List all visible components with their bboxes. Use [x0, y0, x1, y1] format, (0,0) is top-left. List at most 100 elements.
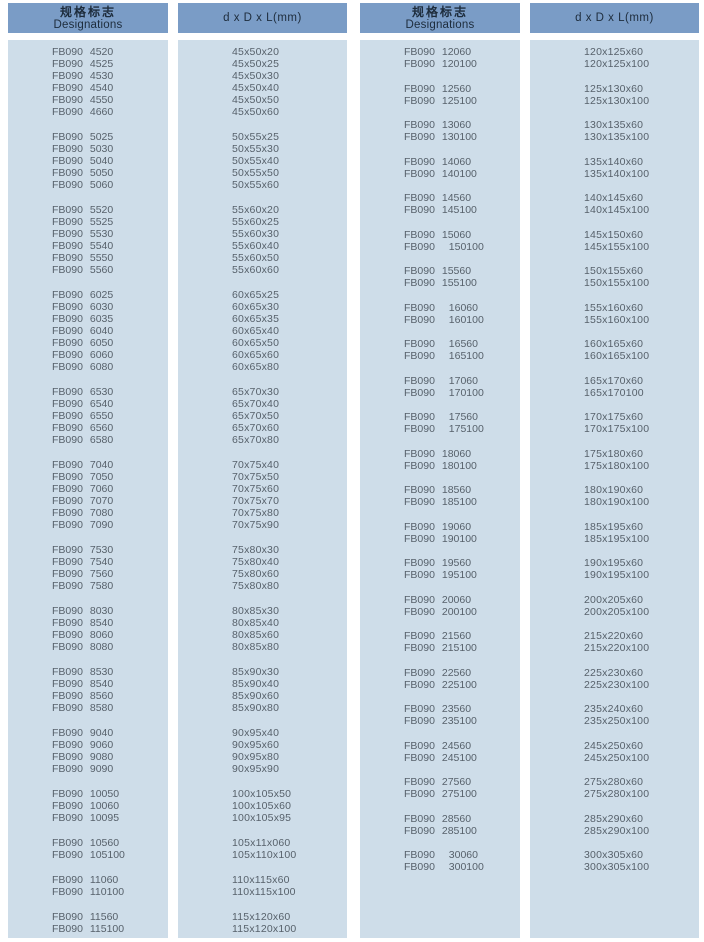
dims-cell: 90x95x60 — [232, 739, 280, 751]
designation-cell: FB090 195100 — [404, 569, 477, 581]
designation-cell: FB090 225100 — [404, 678, 477, 691]
dims-label: d x D x L(mm) — [223, 12, 302, 24]
dims-cell: 90x95x80 — [232, 751, 280, 763]
dims-cell: 50x55x50 — [232, 167, 280, 179]
designation-cell: FB090 7090 — [52, 519, 114, 531]
row-group: FB090 18060 FB090 180100 — [360, 448, 520, 472]
row-group: 45x50x20 45x50x25 45x50x30 45x50x40 45x50x50… — [178, 46, 347, 118]
designation-cell: FB090 245100 — [404, 751, 477, 764]
designation-cell: FB090 9090 — [52, 763, 114, 775]
dims-cell: 80x85x30 — [232, 605, 280, 617]
designation-cell: FB090 10060 — [52, 800, 120, 812]
dims-cell: 140x145x60 — [584, 192, 644, 204]
row-group: FB090 30060 FB090 300100 — [360, 849, 520, 873]
row-group: FB090 14060 FB090 140100 — [360, 156, 520, 180]
designation-cell: FB090 10050 — [52, 788, 120, 800]
row-group: FB090 8530 FB090 8540 FB090 8560 FB090 8580 — [8, 666, 168, 714]
dims-cell: 85x90x60 — [232, 690, 280, 702]
dims-cell: 65x70x30 — [232, 386, 280, 398]
dims-cell: 215x220x100 — [584, 642, 650, 654]
designation-cell: FB090 7580 — [52, 580, 114, 592]
dims-cell: 225x230x100 — [584, 678, 650, 691]
dims-cell: 115x120x60 — [232, 911, 291, 923]
dims-cell: 75x80x80 — [232, 580, 280, 592]
row-group: FB090 15560 FB090 155100 — [360, 265, 520, 289]
designation-cell: FB090 145100 — [404, 204, 477, 216]
row-group: FB090 18560 FB090 185100 — [360, 484, 520, 508]
designation-cell: FB090 160100 — [404, 313, 484, 326]
designation-cell: FB090 7080 — [52, 507, 114, 519]
row-group: FB090 14560 FB090 145100 — [360, 192, 520, 216]
row-group: 300x305x60 300x305x100 — [530, 849, 699, 873]
row-group: FB090 11560 FB090 115100 — [8, 911, 168, 935]
designation-cell: FB090 300100 — [404, 861, 484, 873]
left-dims-header: d x D x L(mm) — [178, 3, 347, 33]
dims-cell: 180x190x60 — [584, 484, 644, 496]
designation-cell: FB090 5525 — [52, 216, 114, 228]
row-group: FB090 24560 FB090 245100 — [360, 740, 520, 764]
row-group: 155x160x60 155x160x100 — [530, 302, 699, 326]
designation-cell: FB090 13060 — [404, 119, 472, 131]
row-group: 285x290x60 285x290x100 — [530, 813, 699, 837]
designation-cell: FB090 4520 — [52, 46, 114, 58]
row-group: FB090 10560 FB090 105100 — [8, 837, 168, 861]
dims-cell: 235x240x60 — [584, 703, 644, 715]
row-group: FB090 13060 FB090 130100 — [360, 119, 520, 143]
dims-cell: 50x55x30 — [232, 143, 280, 155]
row-group: 160x165x60 160x165x100 — [530, 338, 699, 362]
designation-cell: FB090 275100 — [404, 788, 477, 800]
dims-cell: 125x130x60 — [584, 82, 644, 95]
designation-cell: FB090 12560 — [404, 82, 472, 95]
row-group: 145x150x60 145x155x100 — [530, 229, 699, 253]
dims-cell: 50x55x60 — [232, 179, 280, 191]
dims-cell: 90x95x90 — [232, 763, 280, 775]
dims-cell: 80x85x60 — [232, 629, 280, 641]
left-designations-panel: 规格标志 Designations FB090 4520 FB090 4525 FB… — [8, 3, 168, 938]
dims-cell: 45x50x50 — [232, 94, 280, 106]
dims-cell: 45x50x30 — [232, 70, 280, 82]
dims-cell: 90x95x40 — [232, 727, 280, 739]
designation-cell: FB090 5060 — [52, 179, 114, 191]
dims-cell: 60x65x40 — [232, 325, 280, 337]
designation-cell: FB090 5530 — [52, 228, 114, 240]
right-designations-panel: 规格标志 Designations FB090 12060 FB090 12010… — [360, 3, 520, 938]
right-designations-body: FB090 12060 FB090 120100 FB090 12560 FB090 … — [360, 40, 520, 938]
right-dims-body: 120x125x60 120x125x100 125x130x60 125x130x1… — [530, 40, 699, 938]
row-group: FB090 6530 FB090 6540 FB090 6550 FB090 6560… — [8, 386, 168, 446]
designation-cell: FB090 6060 — [52, 349, 114, 361]
dims-cell: 130x135x60 — [584, 119, 644, 131]
dims-cell: 100x105x95 — [232, 812, 292, 824]
row-group: 80x85x30 80x85x40 80x85x60 80x85x80 — [178, 605, 347, 653]
dims-cell: 65x70x80 — [232, 434, 280, 446]
row-group: FB090 6025 FB090 6030 FB090 6035 FB090 6040… — [8, 289, 168, 373]
row-group: 60x65x25 60x65x30 60x65x35 60x65x40 60x65x50… — [178, 289, 347, 373]
dims-cell: 70x75x50 — [232, 471, 280, 483]
row-group: FB090 11060 FB090 110100 — [8, 874, 168, 898]
designation-cell: FB090 4530 — [52, 70, 114, 82]
dims-cell: 45x50x25 — [232, 58, 280, 70]
dims-label: d x D x L(mm) — [575, 12, 654, 24]
designation-cell: FB090 15060 — [404, 228, 472, 241]
row-group: 215x220x60 215x220x100 — [530, 630, 699, 654]
designations-label-zh: 规格标志 — [59, 4, 116, 19]
dims-cell: 80x85x80 — [232, 641, 280, 653]
row-group: 150x155x60 150x155x100 — [530, 265, 699, 289]
designation-cell: FB090 180100 — [404, 459, 477, 472]
designation-cell: FB090 6580 — [52, 434, 114, 446]
row-group: 50x55x25 50x55x30 50x55x40 50x55x50 50x55x60 — [178, 131, 347, 191]
dims-cell: 215x220x60 — [584, 630, 644, 642]
designation-cell: FB090 4525 — [52, 58, 114, 70]
designation-cell: FB090 4540 — [52, 82, 114, 94]
row-group: 175x180x60 175x180x100 — [530, 448, 699, 472]
designation-cell: FB090 6530 — [52, 386, 114, 398]
dims-cell: 60x65x30 — [232, 301, 280, 313]
designation-cell: FB090 6540 — [52, 398, 114, 410]
dims-cell: 70x75x90 — [232, 519, 280, 531]
row-group: FB090 27560 FB090 275100 — [360, 776, 520, 800]
designation-cell: FB090 6050 — [52, 337, 114, 349]
dims-cell: 50x55x25 — [232, 131, 280, 143]
dims-cell: 50x55x40 — [232, 155, 280, 167]
dims-cell: 65x70x60 — [232, 422, 280, 434]
dims-cell: 75x80x60 — [232, 568, 280, 580]
designation-cell: FB090 7060 — [52, 483, 114, 495]
